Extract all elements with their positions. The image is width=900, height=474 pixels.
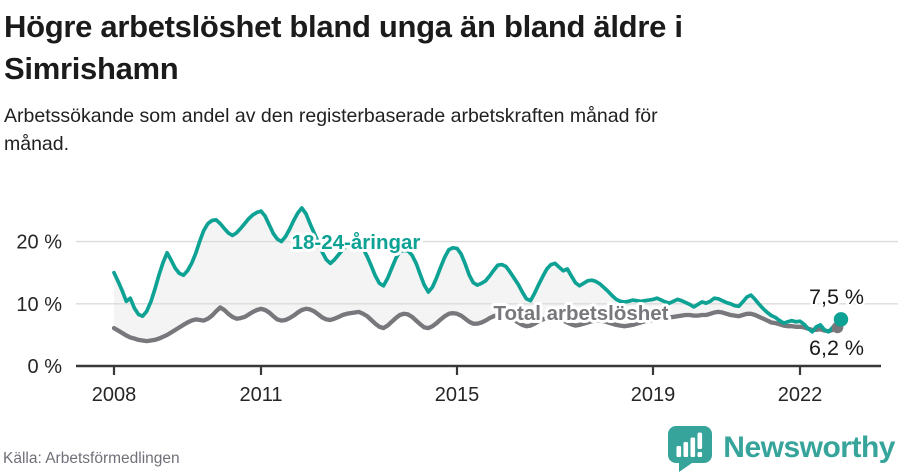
exclamation-dot — [697, 452, 703, 457]
page-title: Högre arbetslöshet bland unga än bland ä… — [4, 9, 683, 87]
series-label-youth: 18-24-åringar — [292, 231, 421, 254]
chart-subtitle: Arbetssökande som andel av den registerb… — [4, 105, 658, 155]
exclamation-stem — [697, 432, 703, 449]
newsworthy-bubble-icon — [668, 426, 713, 472]
line-total-unemployment — [111, 305, 843, 344]
brand-name: Newsworthy — [723, 431, 895, 464]
x-tick-label-2011: 2011 — [239, 384, 282, 406]
source-note: Källa: Arbetsförmedlingen — [3, 450, 180, 467]
y-tick-label-20: 20 % — [16, 232, 62, 254]
bar-medium — [683, 442, 689, 457]
end-value-youth: 7,5 % — [809, 285, 864, 309]
bar-small — [676, 446, 682, 457]
newsworthy-logo: Newsworthy — [666, 424, 895, 472]
x-tick-label-2015: 2015 — [435, 384, 480, 406]
bubble-shape — [668, 426, 713, 472]
bar-tall — [690, 437, 696, 457]
y-tick-label-0: 0 % — [28, 356, 63, 378]
x-tick-label-2019: 2019 — [631, 384, 676, 406]
end-dot-youth — [833, 312, 849, 327]
x-tick-label-2008: 2008 — [92, 384, 137, 406]
line-youth-unemployment — [112, 206, 843, 334]
series-label-total: Total arbetslöshet — [493, 302, 668, 325]
x-tick-label-2022: 2022 — [778, 384, 823, 406]
y-tick-label-10: 10 % — [16, 294, 62, 316]
end-value-total: 6,2 % — [809, 336, 864, 360]
